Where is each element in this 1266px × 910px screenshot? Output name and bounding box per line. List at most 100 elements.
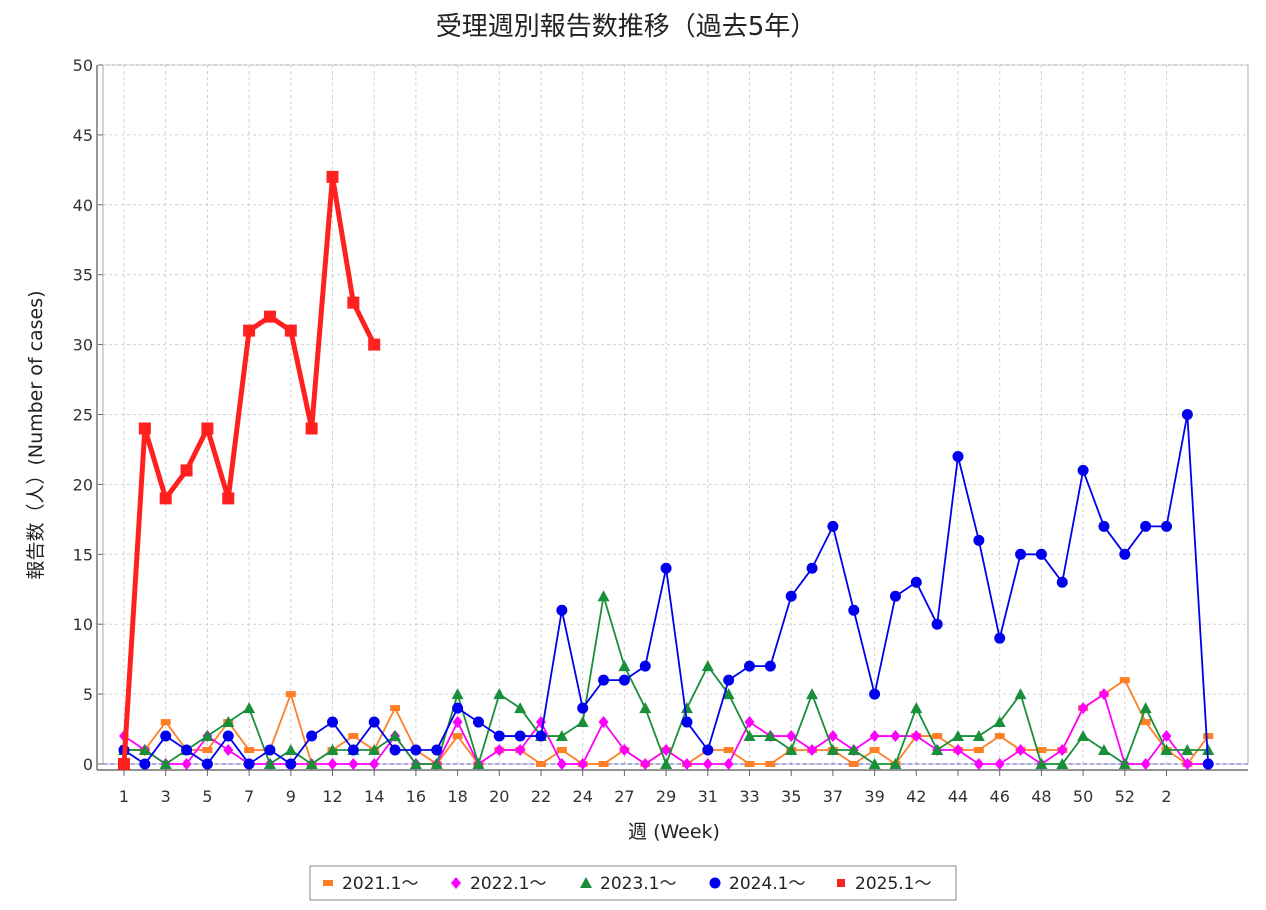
- legend-marker: [323, 880, 333, 886]
- x-tick-label: 46: [990, 787, 1010, 806]
- data-point: [472, 716, 484, 728]
- data-point: [1056, 576, 1068, 588]
- data-point: [263, 310, 276, 323]
- data-point: [1035, 548, 1047, 560]
- data-point: [931, 744, 944, 756]
- y-tick-label: 40: [73, 196, 93, 215]
- data-point: [1118, 758, 1131, 769]
- x-tick-label: 42: [906, 787, 926, 806]
- data-point: [1140, 520, 1152, 532]
- x-axis-label: 週 (Week): [628, 821, 720, 843]
- data-point: [243, 324, 256, 337]
- data-point: [577, 702, 589, 714]
- x-tick-label: 7: [244, 787, 254, 806]
- data-point: [702, 758, 713, 770]
- data-point: [347, 744, 359, 756]
- y-tick-label: 30: [73, 336, 93, 355]
- data-point: [889, 590, 901, 602]
- data-point: [910, 702, 923, 714]
- data-point: [1140, 758, 1151, 770]
- data-point: [1139, 702, 1152, 714]
- data-point: [284, 324, 297, 337]
- data-point: [1119, 677, 1130, 684]
- legend-marker: [837, 879, 845, 887]
- data-point: [202, 747, 213, 754]
- data-point: [1160, 744, 1173, 756]
- legend-marker: [580, 877, 592, 888]
- data-point: [368, 744, 381, 756]
- data-point: [452, 733, 463, 740]
- data-point: [181, 744, 193, 756]
- data-point: [932, 733, 943, 740]
- data-point: [702, 744, 714, 756]
- data-point: [306, 730, 318, 742]
- data-point: [1015, 548, 1027, 560]
- data-point: [368, 338, 381, 351]
- data-point: [285, 691, 296, 698]
- data-point: [994, 758, 1005, 770]
- data-point: [598, 761, 609, 767]
- data-point: [660, 562, 672, 574]
- x-tick-label: 16: [406, 787, 426, 806]
- data-point: [263, 758, 276, 769]
- data-point: [138, 422, 151, 435]
- data-point: [1014, 688, 1027, 700]
- x-tick-label: 24: [573, 787, 593, 806]
- data-point: [410, 744, 422, 756]
- data-point: [639, 702, 652, 714]
- data-point: [952, 450, 964, 462]
- data-point: [765, 761, 776, 767]
- data-point: [910, 576, 922, 588]
- data-point: [535, 730, 547, 742]
- data-point: [347, 296, 360, 309]
- data-point: [1036, 747, 1047, 754]
- legend-label: 2024.1～: [729, 874, 805, 894]
- legend-label: 2023.1～: [600, 874, 676, 894]
- data-point: [369, 758, 380, 770]
- x-tick-label: 33: [739, 787, 759, 806]
- y-tick-label: 20: [73, 475, 93, 494]
- data-point: [222, 730, 234, 742]
- data-point: [785, 744, 798, 756]
- x-tick-label: 20: [489, 787, 509, 806]
- y-tick-label: 45: [73, 126, 93, 145]
- data-point: [160, 719, 171, 726]
- data-point: [1203, 733, 1214, 740]
- data-point: [722, 688, 735, 700]
- data-point: [390, 705, 401, 712]
- data-point: [201, 422, 214, 435]
- series-4: [118, 409, 1214, 770]
- data-point: [953, 744, 963, 757]
- data-point: [452, 716, 463, 729]
- data-point: [723, 747, 734, 754]
- data-point: [514, 702, 527, 714]
- data-point: [681, 758, 692, 770]
- data-point: [1057, 744, 1068, 757]
- data-point: [409, 758, 422, 769]
- data-point: [1202, 758, 1214, 770]
- data-point: [764, 660, 776, 672]
- data-point: [1035, 758, 1048, 769]
- x-tick-label: 2: [1161, 787, 1171, 806]
- data-point: [368, 716, 380, 728]
- data-point: [1140, 719, 1151, 726]
- data-point: [1119, 548, 1131, 560]
- data-point: [326, 170, 339, 183]
- data-point: [264, 744, 276, 756]
- data-point: [536, 761, 546, 767]
- chart-title: 受理週別報告数推移（過去5年）: [436, 12, 817, 42]
- legend-box: [309, 865, 957, 901]
- data-point: [993, 716, 1006, 728]
- data-point: [514, 730, 526, 742]
- x-tick-label: 9: [286, 787, 296, 806]
- data-point: [244, 747, 255, 754]
- data-point: [661, 744, 672, 757]
- data-point: [973, 534, 985, 546]
- data-point: [181, 758, 192, 770]
- data-point: [1097, 744, 1110, 756]
- data-point: [430, 758, 443, 769]
- data-point: [889, 758, 902, 769]
- x-tick-label: 14: [364, 787, 384, 806]
